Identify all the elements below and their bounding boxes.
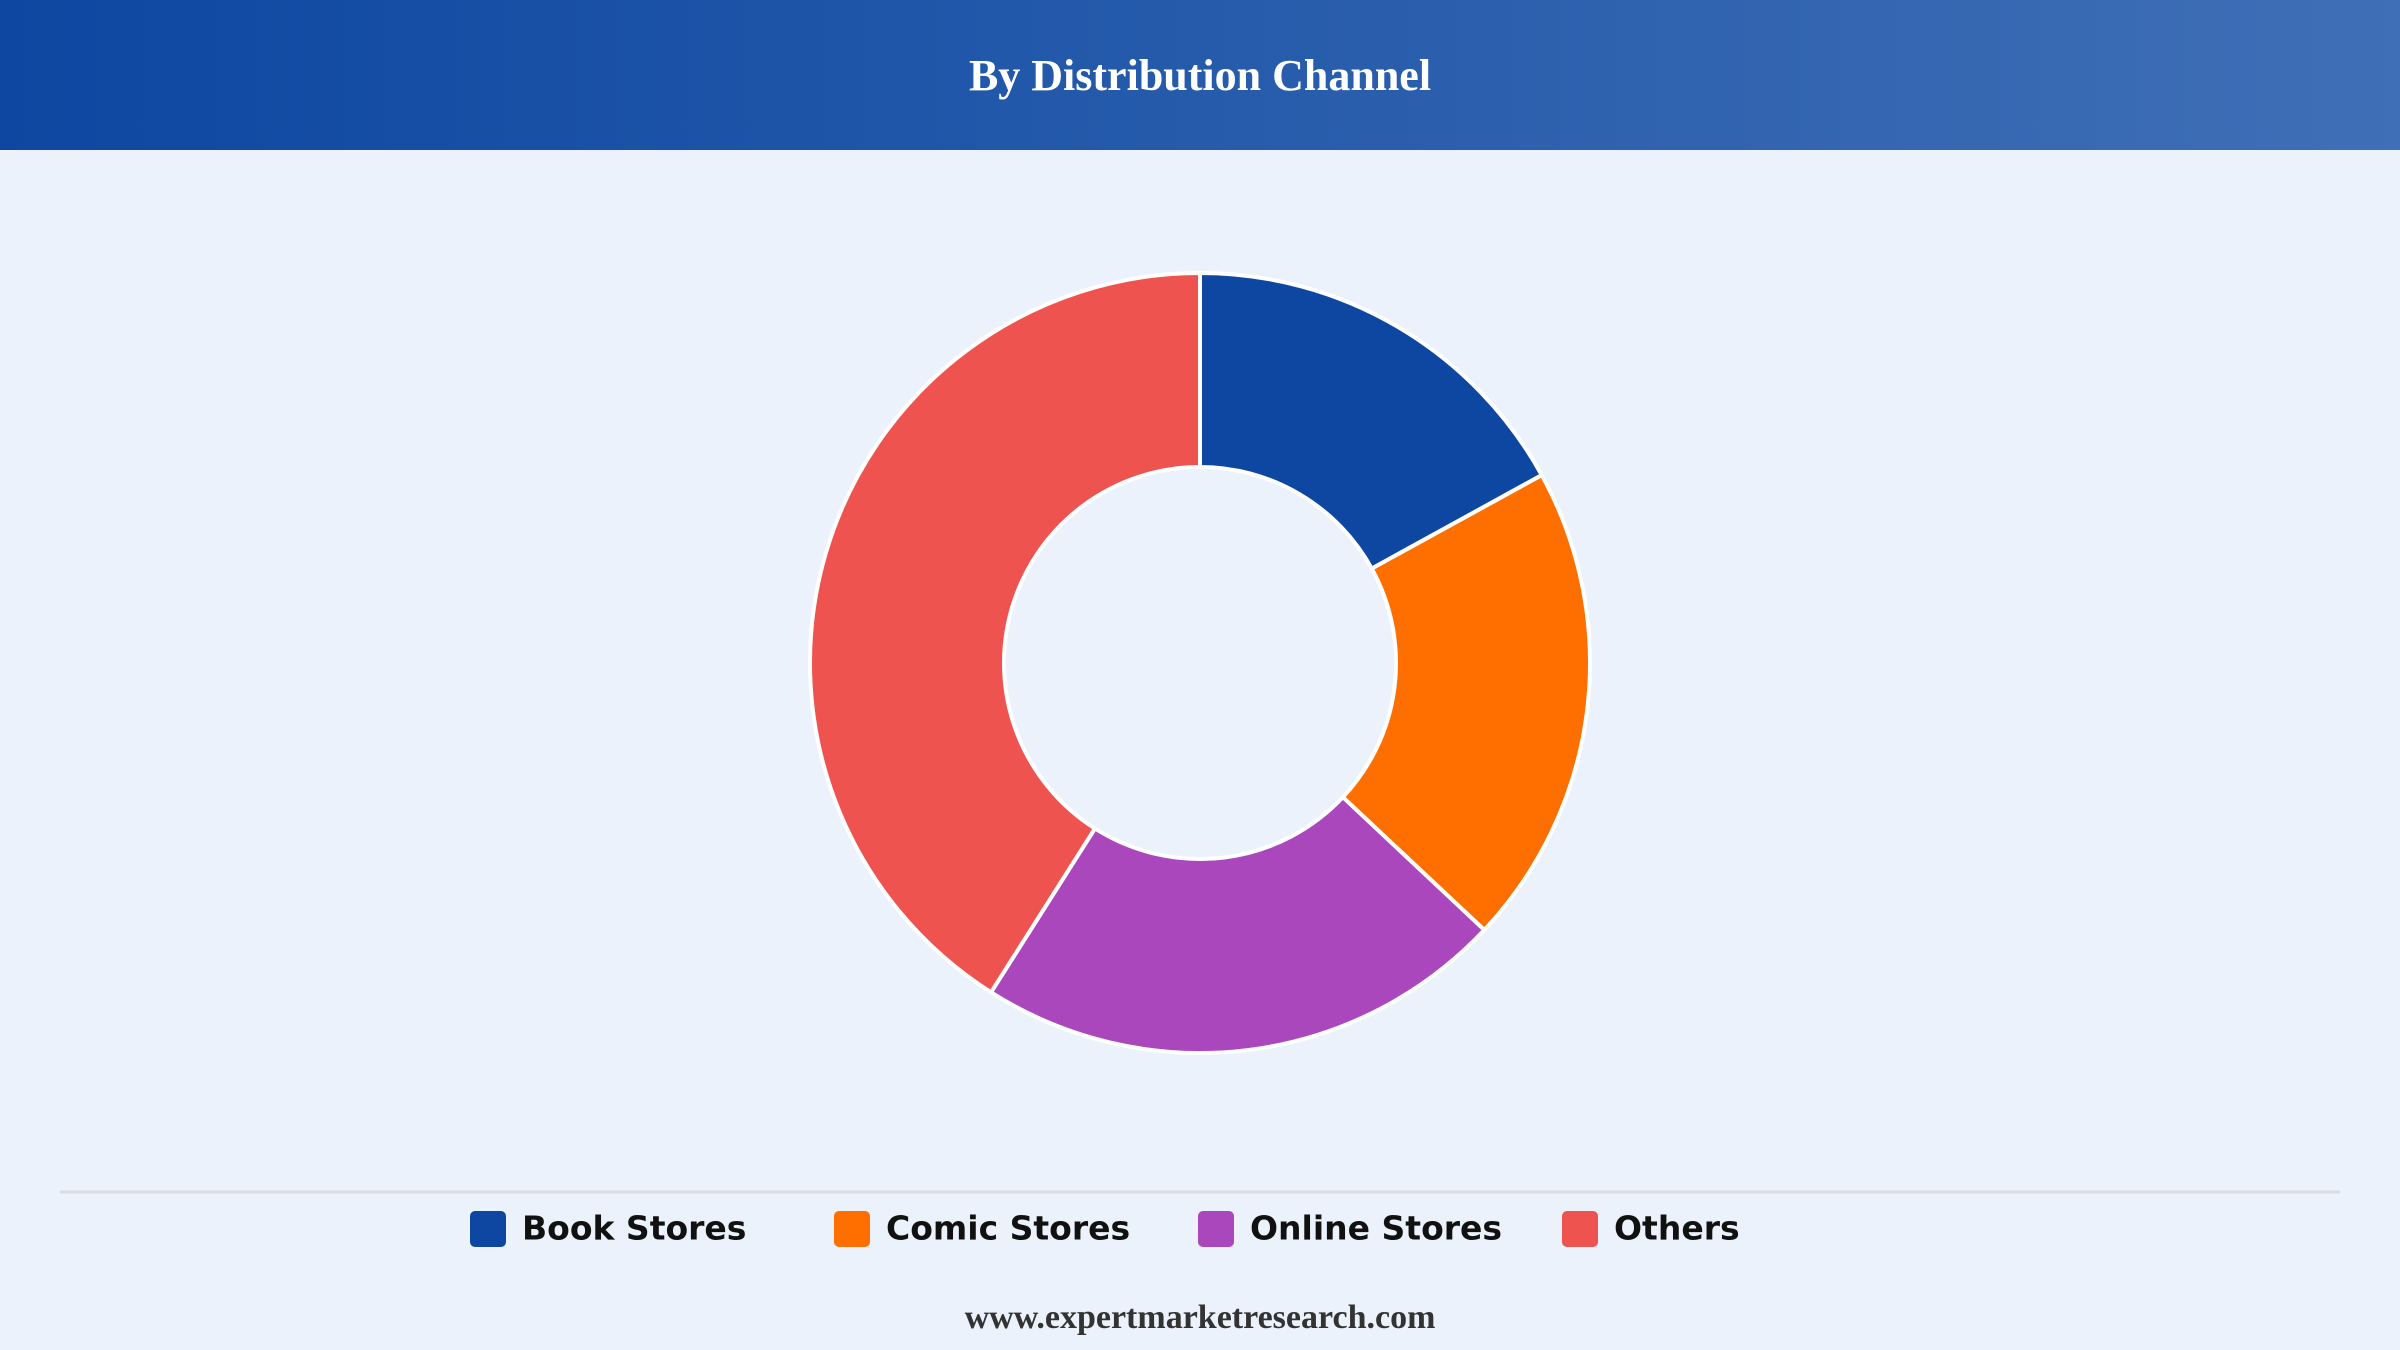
header-bar [0,0,2400,150]
chart-title: By Distribution Channel [969,51,1431,100]
donut-slice [1340,472,1593,933]
donut-slice [1198,270,1545,572]
legend-swatch [834,1211,870,1247]
legend-label: Others [1614,1209,1740,1248]
footer-url: www.expertmarketresearch.com [965,1299,1436,1336]
legend-swatch [1198,1211,1234,1247]
donut-slice [988,794,1488,1055]
legend-swatch [1562,1211,1598,1247]
legend-swatch [470,1211,506,1247]
donut-slice [808,270,1202,996]
legend-label: Comic Stores [886,1209,1130,1248]
legend-label: Book Stores [522,1209,746,1248]
legend-label: Online Stores [1250,1209,1502,1248]
